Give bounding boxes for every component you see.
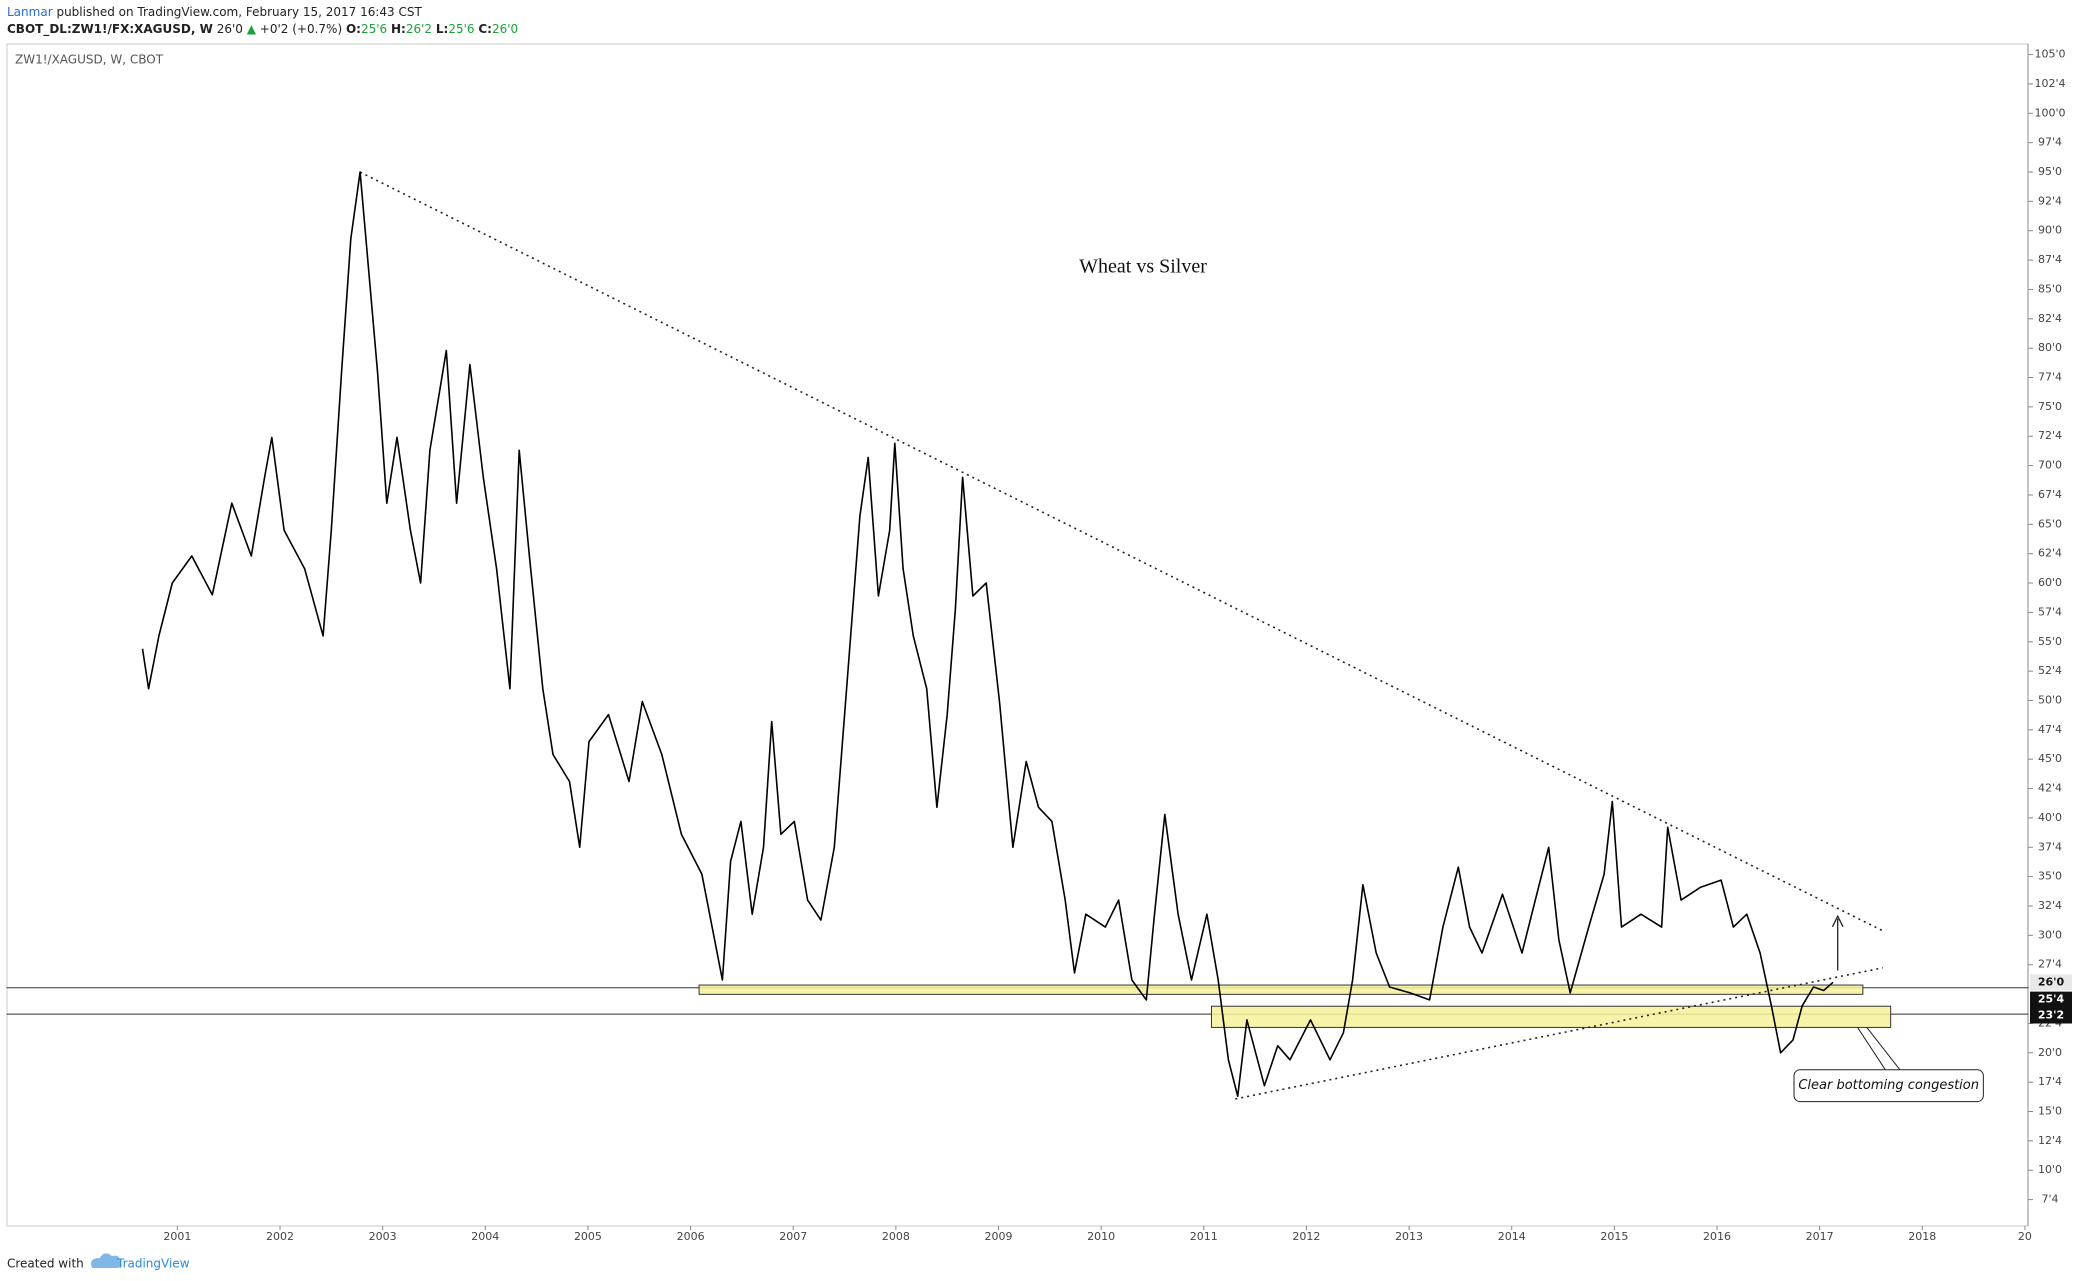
symbol: CBOT_DL:ZW1!/FX:XAGUSD, W: [7, 22, 213, 37]
y-tick-label: 10'0: [2038, 1163, 2062, 1176]
trend-line: [359, 171, 1884, 932]
annotation: Clear bottoming congestion: [1798, 1078, 1979, 1093]
y-tick-label: 87'4: [2038, 253, 2062, 266]
x-tick-label: 20: [2018, 1230, 2032, 1243]
y-tick-label: 52'4: [2038, 664, 2062, 677]
price-tag-label: 23'2: [2038, 1009, 2064, 1022]
y-tick-label: 80'0: [2038, 341, 2062, 354]
y-tick-label: 67'4: [2038, 488, 2062, 501]
callout-line: [1857, 1027, 1886, 1071]
y-tick-label: 12'4: [2038, 1134, 2062, 1147]
price-tag-label: 25'4: [2038, 993, 2065, 1006]
l-label: L:: [436, 22, 448, 36]
x-tick-label: 2017: [1806, 1230, 1834, 1243]
price-tag: [2030, 1007, 2072, 1024]
x-tick-label: 2001: [163, 1230, 191, 1243]
y-tick-label: 20'0: [2038, 1046, 2062, 1059]
x-tick-label: 2006: [677, 1230, 705, 1243]
y-tick-label: 85'0: [2038, 282, 2062, 295]
y-tick-label: 72'4: [2038, 429, 2062, 442]
footer-brand[interactable]: TradingView: [116, 1257, 190, 1271]
x-tick-label: 2008: [882, 1230, 910, 1243]
chart-title: Wheat vs Silver: [1079, 256, 1207, 278]
y-tick-label: 102'4: [2034, 77, 2065, 90]
logo: [91, 1253, 122, 1268]
y-tick-label: 37'4: [2038, 840, 2062, 853]
y-tick-label: 105'0: [2034, 48, 2065, 61]
x-tick-label: 2013: [1395, 1230, 1423, 1243]
y-tick-label: 62'4: [2038, 547, 2062, 560]
y-tick-label: 27'4: [2038, 958, 2062, 971]
pane-label: ZW1!/XAGUSD, W, CBOT: [15, 53, 164, 67]
close: 26'0: [492, 22, 518, 36]
x-tick-label: 2011: [1190, 1230, 1218, 1243]
high: 26'2: [406, 22, 432, 36]
footer-created: Created with: [7, 1257, 84, 1271]
y-tick-label: 57'4: [2038, 605, 2062, 618]
price-series: [141, 171, 1834, 1097]
publish-line: Lanmar published on TradingView.com, Feb…: [7, 5, 423, 19]
y-tick-label: 45'0: [2038, 752, 2062, 765]
x-tick-label: 2003: [369, 1230, 397, 1243]
symbol-line: CBOT_DL:ZW1!/FX:XAGUSD, W 26'0 ▲ +0'2 (+…: [7, 22, 518, 37]
o-label: O:: [346, 22, 361, 36]
last: 26'0: [217, 22, 243, 36]
support-zone: [698, 984, 1864, 995]
y-tick-label: 30'0: [2038, 928, 2062, 941]
x-tick-label: 2012: [1292, 1230, 1320, 1243]
price-tag: [2030, 974, 2072, 991]
x-tick-label: 2014: [1498, 1230, 1526, 1243]
arrow: ▲: [247, 22, 257, 36]
y-tick-label: 75'0: [2038, 400, 2062, 413]
y-tick-label: 32'4: [2038, 899, 2062, 912]
change: +0'2 (+0.7%): [260, 22, 342, 36]
y-tick-label: 70'0: [2038, 459, 2062, 472]
y-tick-label: 17'4: [2038, 1075, 2062, 1088]
y-tick-label: 82'4: [2038, 312, 2062, 325]
c-label: C:: [478, 22, 492, 36]
y-tick-label: 60'0: [2038, 576, 2062, 589]
x-tick-label: 2004: [471, 1230, 499, 1243]
x-tick-label: 2009: [985, 1230, 1013, 1243]
y-tick-label: 15'0: [2038, 1104, 2062, 1117]
y-tick-label: 40'0: [2038, 811, 2062, 824]
author[interactable]: Lanmar: [7, 5, 53, 19]
x-tick-label: 2015: [1600, 1230, 1628, 1243]
y-tick-label: 65'0: [2038, 517, 2062, 530]
y-tick-label: 55'0: [2038, 635, 2062, 648]
h-label: H:: [391, 22, 406, 36]
x-tick-label: 2002: [266, 1230, 294, 1243]
y-tick-label: 42'4: [2038, 782, 2062, 795]
trend-line: [1235, 967, 1883, 1100]
y-tick-label: 77'4: [2038, 371, 2062, 384]
y-tick-label: 95'0: [2038, 165, 2062, 178]
y-tick-label: 90'0: [2038, 224, 2062, 237]
y-tick-label: 7'4: [2041, 1193, 2058, 1206]
callout-line: [1866, 1027, 1901, 1071]
x-tick-label: 2005: [574, 1230, 602, 1243]
open: 25'6: [361, 22, 387, 36]
x-tick-label: 2016: [1703, 1230, 1731, 1243]
x-tick-label: 2007: [779, 1230, 807, 1243]
support-zone: [1210, 1005, 1892, 1028]
price-tag-label: 26'0: [2038, 975, 2065, 988]
x-tick-label: 2010: [1087, 1230, 1115, 1243]
x-tick-label: 2018: [1908, 1230, 1936, 1243]
y-tick-label: 92'4: [2038, 194, 2062, 207]
y-tick-label: 50'0: [2038, 693, 2062, 706]
y-tick-label: 100'0: [2034, 106, 2065, 119]
low: 25'6: [448, 22, 474, 36]
y-tick-label: 47'4: [2038, 723, 2062, 736]
price-tag: [2030, 991, 2072, 1008]
y-tick-label: 97'4: [2038, 136, 2062, 149]
arrow-head: [1831, 914, 1844, 928]
published: published on TradingView.com, February 1…: [56, 5, 422, 19]
y-tick-label: 35'0: [2038, 870, 2062, 883]
callout-box: [1793, 1069, 1984, 1103]
